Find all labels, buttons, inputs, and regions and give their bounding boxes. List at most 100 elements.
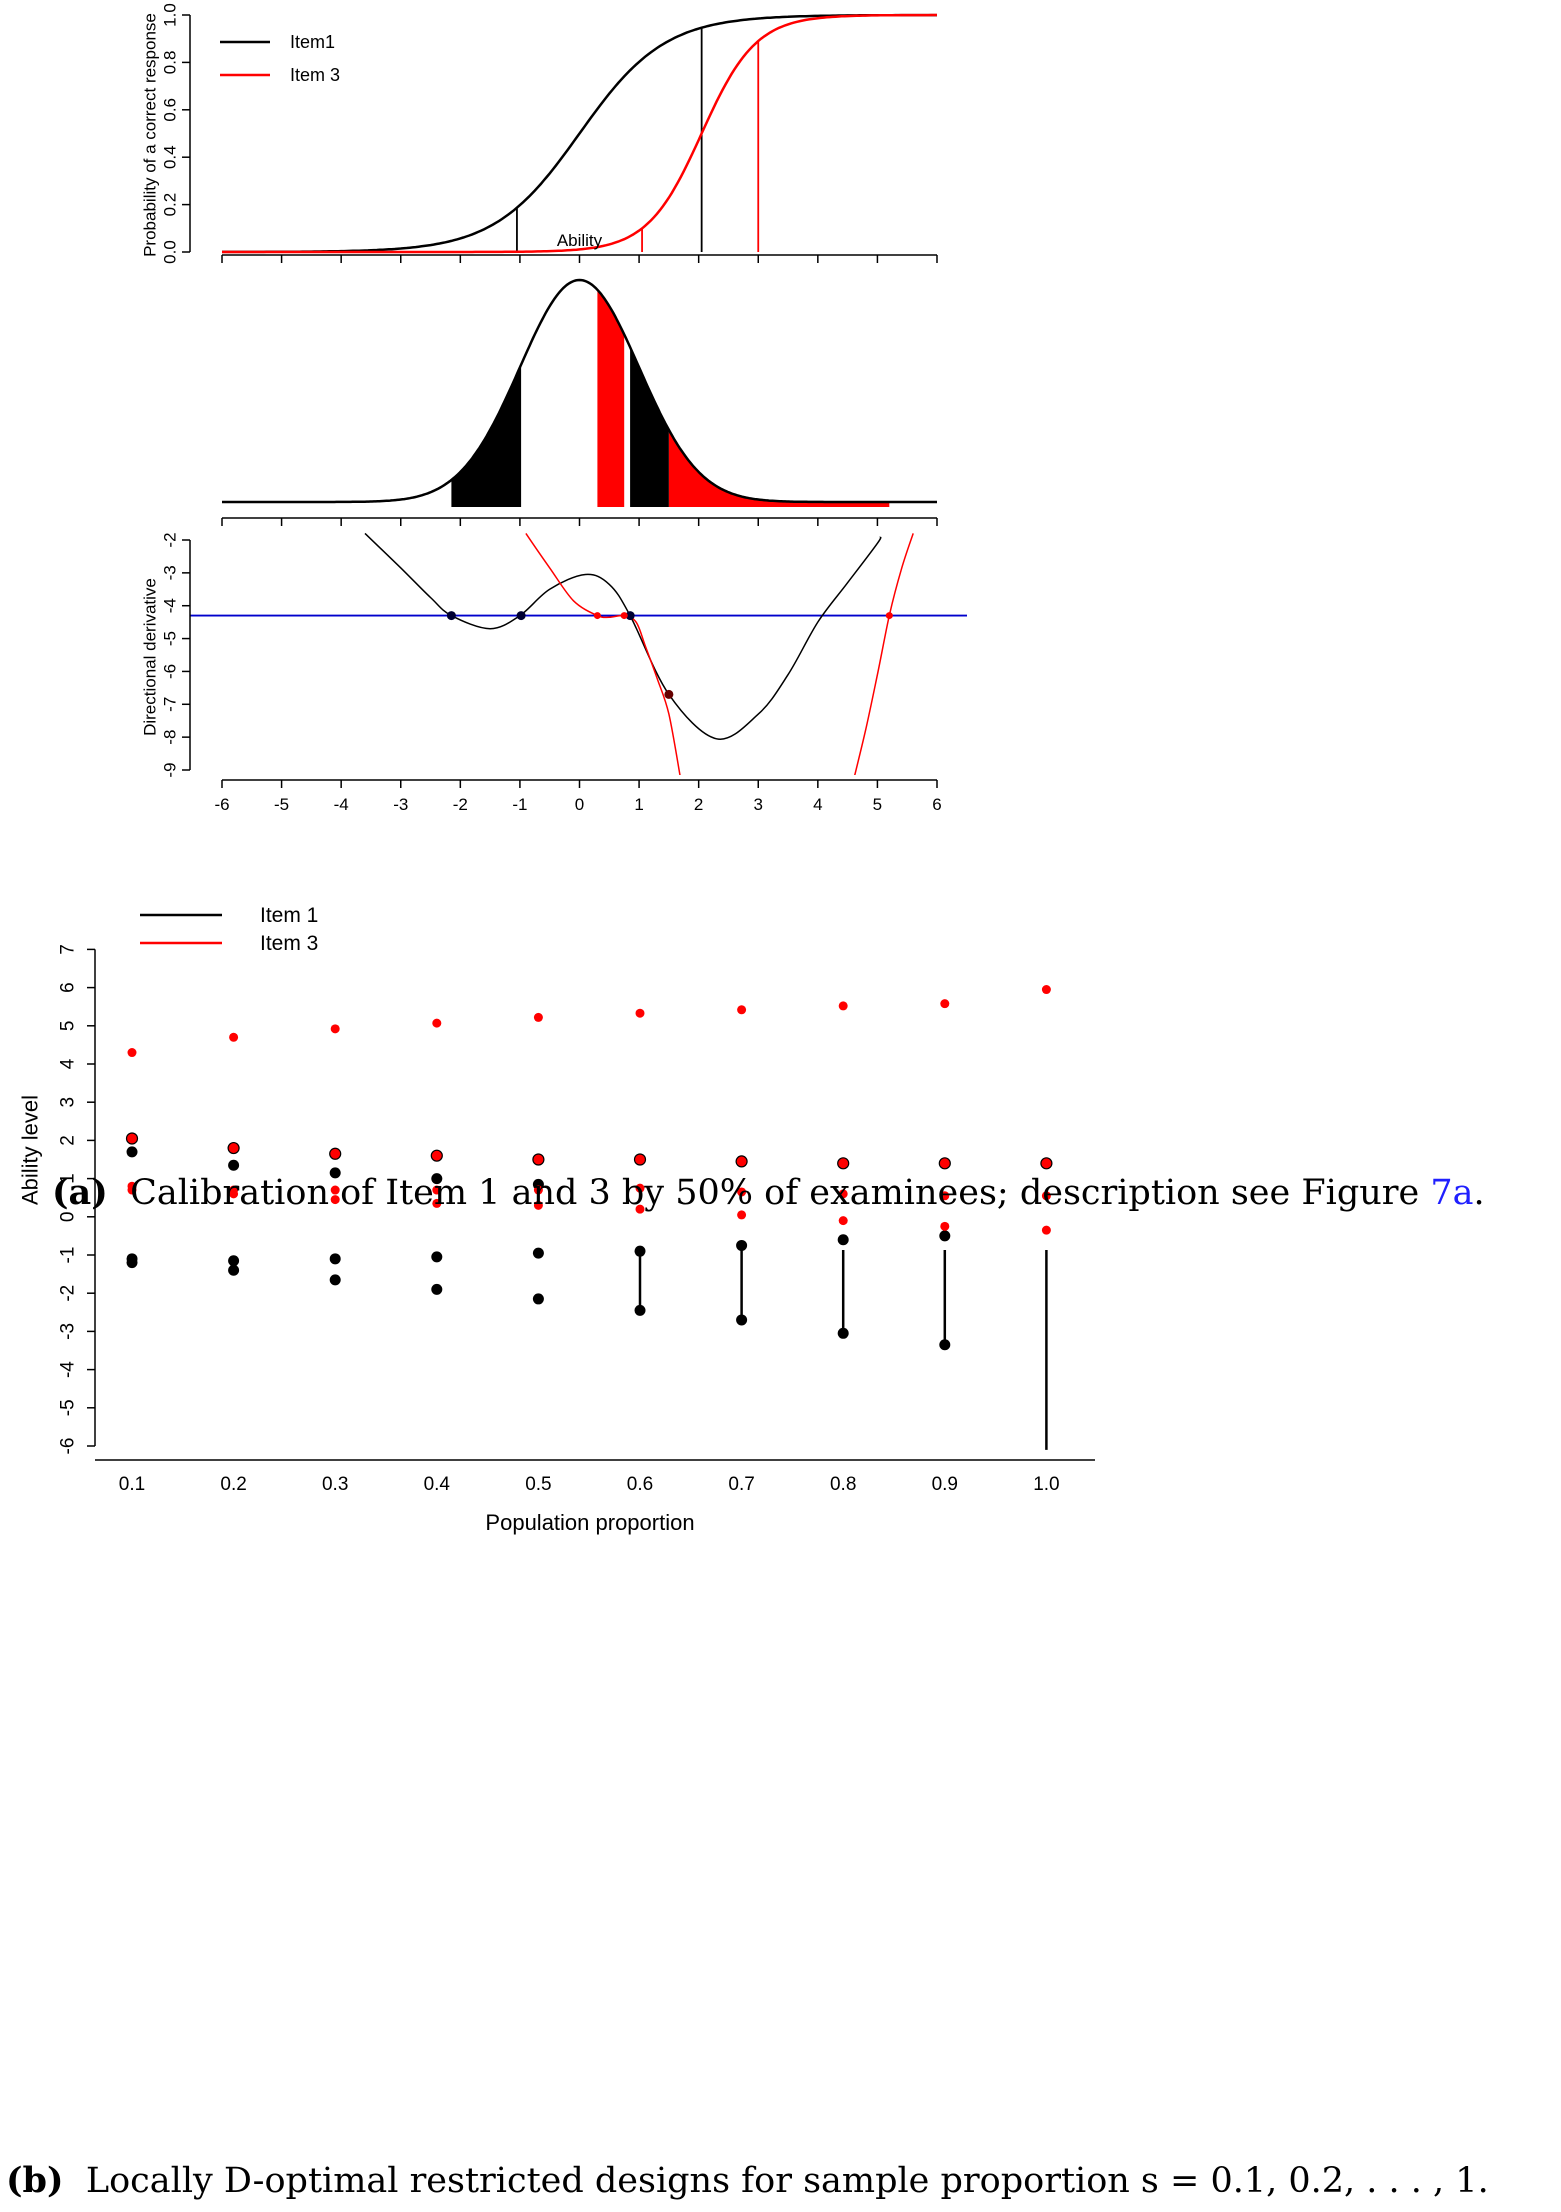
design-point (837, 1234, 849, 1246)
y-tick-label: 0.0 (161, 240, 180, 264)
support-point-marker (620, 612, 628, 620)
x-tick-label: 4 (813, 795, 822, 814)
legend-label: Item 3 (290, 65, 340, 85)
y-tick-label: 4 (58, 1058, 79, 1069)
design-panel: -6 -5 -4 -3 -2 -1 0 1 2 3 4 5 6 7 Ability level 0.1 0.2 0… (18, 904, 1095, 1535)
design-point (533, 1200, 543, 1210)
y-tick-label: -8 (161, 730, 180, 745)
support-point-marker (516, 611, 526, 621)
x-tick-label: 0.9 (932, 1474, 958, 1495)
y-tick-label: -6 (161, 664, 180, 679)
y-tick-label: -6 (58, 1438, 79, 1455)
figure-ref-link[interactable]: 7a (1430, 1173, 1474, 1213)
caption-b-text: Locally D-optimal restricted designs for… (85, 2161, 1489, 2201)
y-tick-label: -1 (58, 1247, 79, 1264)
y-axis-label: Probability of a correct response (141, 13, 160, 257)
overlap-point (329, 1147, 342, 1160)
x-tick-label: 0.5 (525, 1474, 551, 1495)
design-point (532, 1293, 544, 1305)
y-tick-label: -9 (161, 762, 180, 777)
shaded-region (630, 347, 669, 507)
design-point (329, 1274, 341, 1286)
y-tick-label: -3 (58, 1323, 79, 1340)
caption-a: (a) Calibration of Item 1 and 3 by 50% o… (52, 1172, 1485, 1213)
icc-curve (222, 13, 937, 254)
density-panel (221, 278, 938, 526)
y-tick-label: 3 (58, 1097, 79, 1108)
x-tick-label: 6 (932, 795, 941, 814)
overlap-point (735, 1155, 748, 1168)
design-point (635, 1183, 645, 1193)
x-tick-label: 0.7 (728, 1474, 754, 1495)
y-tick-label: 0 (58, 1212, 79, 1223)
support-point-marker (664, 689, 674, 699)
design-point (127, 1181, 137, 1191)
support-point-marker (885, 612, 893, 620)
shaded-region (668, 429, 890, 507)
density-curve (222, 278, 937, 504)
x-tick-label: 0.3 (322, 1474, 348, 1495)
y-tick-label: -5 (58, 1399, 79, 1416)
x-tick-label: 1 (634, 795, 643, 814)
x-tick-label: 3 (754, 795, 763, 814)
x-tick-label: 0.8 (830, 1474, 856, 1495)
overlap-point (227, 1141, 240, 1155)
design-point (330, 1195, 340, 1205)
y-tick-label: 5 (58, 1021, 79, 1032)
x-tick-label: -2 (453, 795, 468, 814)
design-point (432, 1185, 442, 1195)
design-point (736, 1314, 748, 1326)
design-point (330, 1185, 340, 1195)
y-tick-label: -4 (58, 1361, 79, 1378)
design-point (635, 1008, 645, 1018)
design-point (939, 1230, 951, 1242)
design-point (737, 1005, 747, 1015)
y-tick-label: 0.8 (161, 51, 180, 75)
y-tick-label: 1.0 (161, 3, 180, 27)
design-point (228, 1159, 240, 1171)
caption-a-end: . (1473, 1173, 1485, 1213)
shaded-region (451, 364, 522, 507)
design-point (939, 1339, 951, 1351)
x-tick-label: -1 (512, 795, 527, 814)
legend-label: Item 3 (260, 932, 318, 955)
caption-b: (b) Locally D-optimal restricted designs… (6, 2160, 1489, 2201)
y-tick-label: 0.6 (161, 98, 180, 122)
x-tick-label: 0.1 (119, 1474, 145, 1495)
design-point (1041, 985, 1051, 995)
design-point (329, 1253, 341, 1265)
design-point (940, 999, 950, 1009)
overlap-point (1040, 1157, 1053, 1170)
design-point (229, 1032, 239, 1042)
x-tick-label: -4 (334, 795, 349, 814)
design-point (126, 1253, 138, 1265)
legend-label: Item1 (290, 32, 335, 52)
x-tick-label: -5 (274, 795, 289, 814)
design-point (634, 1304, 646, 1316)
x-tick-label: 0 (575, 795, 584, 814)
design-point (126, 1146, 138, 1158)
x-tick-label: 0.4 (424, 1474, 451, 1495)
x-tick-label: 1.0 (1033, 1474, 1059, 1495)
y-tick-label: 1 (58, 1173, 79, 1184)
caption-a-label: (a) (52, 1172, 108, 1213)
x-tick-label: 2 (694, 795, 703, 814)
x-tick-label: -6 (214, 795, 229, 814)
derivative-curve (364, 532, 882, 740)
design-point (229, 1185, 239, 1195)
shaded-region (597, 289, 625, 507)
support-point-marker (625, 611, 635, 621)
design-point (940, 1221, 950, 1231)
derivative-curve (525, 532, 681, 775)
derivative-curve (854, 533, 914, 775)
y-tick-label: 7 (58, 944, 79, 955)
design-point (533, 1012, 543, 1022)
design-point (736, 1239, 748, 1251)
overlap-point (532, 1153, 545, 1166)
design-point (837, 1327, 849, 1339)
design-point (228, 1255, 240, 1267)
y-tick-label: -5 (161, 631, 180, 646)
design-point (532, 1247, 544, 1259)
y-tick-label: -3 (161, 565, 180, 580)
